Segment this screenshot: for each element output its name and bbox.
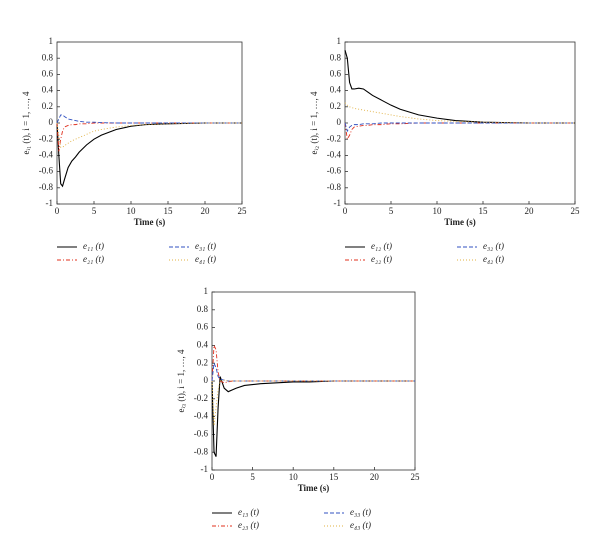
legend-label: e₄₁ (t) bbox=[195, 254, 216, 264]
series-line bbox=[56, 122, 242, 188]
y-tick-label: -0.2 bbox=[39, 133, 53, 143]
x-tick-label: 10 bbox=[433, 206, 443, 216]
series-line bbox=[211, 379, 415, 426]
y-tick-label: -1 bbox=[334, 198, 342, 208]
x-tick-label: 20 bbox=[201, 206, 211, 216]
x-tick-label: 25 bbox=[411, 472, 421, 482]
y-tick-label: -0.8 bbox=[194, 446, 209, 456]
series-line bbox=[56, 122, 242, 152]
y-axis-label: eᵢ₁ (t), i = 1, …, 4 bbox=[21, 91, 31, 154]
series-line bbox=[344, 49, 575, 124]
y-tick-label: -0.6 bbox=[194, 428, 209, 438]
legend-label: e₄₂ (t) bbox=[483, 254, 504, 264]
y-tick-label: 0.6 bbox=[42, 68, 54, 78]
y-tick-label: -0.4 bbox=[327, 149, 342, 159]
legend-label: e₃₂ (t) bbox=[483, 241, 504, 251]
x-tick-label: 25 bbox=[238, 206, 248, 216]
y-axis-label: eᵢ₂ (t), i = 1, …, 4 bbox=[309, 91, 319, 154]
series-line bbox=[56, 122, 242, 148]
series-line bbox=[344, 122, 575, 141]
y-tick-label: -0.6 bbox=[327, 166, 342, 176]
y-tick-label: 0 bbox=[337, 117, 342, 127]
y-tick-label: 0.2 bbox=[330, 101, 341, 111]
x-tick-label: 10 bbox=[127, 206, 137, 216]
x-tick-label: 5 bbox=[389, 206, 394, 216]
y-tick-label: 0.4 bbox=[197, 339, 209, 349]
y-tick-label: -0.2 bbox=[327, 133, 341, 143]
y-tick-label: -0.2 bbox=[194, 393, 208, 403]
series-line bbox=[344, 122, 575, 133]
legend-label: e₂₁ (t) bbox=[83, 254, 104, 264]
y-tick-label: 0.4 bbox=[42, 85, 54, 95]
x-tick-label: 10 bbox=[289, 472, 299, 482]
legend-label: e₂₃ (t) bbox=[238, 520, 259, 530]
x-axis-label: Time (s) bbox=[444, 217, 476, 227]
x-tick-label: 15 bbox=[164, 206, 174, 216]
series-line bbox=[56, 114, 242, 124]
x-tick-label: 15 bbox=[329, 472, 339, 482]
y-tick-label: 0.2 bbox=[42, 101, 53, 111]
y-tick-label: -0.8 bbox=[327, 182, 342, 192]
y-tick-label: 0 bbox=[49, 117, 54, 127]
x-tick-label: 20 bbox=[525, 206, 535, 216]
y-tick-label: -0.8 bbox=[39, 182, 54, 192]
x-tick-label: 20 bbox=[370, 472, 380, 482]
x-tick-label: 0 bbox=[343, 206, 348, 216]
legend-label: e₁₂ (t) bbox=[371, 241, 392, 251]
y-tick-label: 0.2 bbox=[197, 357, 208, 367]
y-tick-label: 0.6 bbox=[197, 322, 209, 332]
y-tick-label: -0.6 bbox=[39, 166, 54, 176]
y-tick-label: 0.8 bbox=[42, 52, 54, 62]
y-tick-label: 0.6 bbox=[330, 68, 342, 78]
y-tick-label: 0.8 bbox=[197, 304, 209, 314]
legend-label: e₁₃ (t) bbox=[238, 507, 259, 517]
legend-label: e₁₁ (t) bbox=[83, 241, 104, 251]
y-tick-label: 0.4 bbox=[330, 85, 342, 95]
x-tick-label: 0 bbox=[210, 472, 215, 482]
y-tick-label: -0.4 bbox=[39, 149, 54, 159]
x-tick-label: 15 bbox=[479, 206, 489, 216]
y-tick-label: 0.8 bbox=[330, 52, 342, 62]
series-line bbox=[211, 361, 415, 382]
x-tick-label: 5 bbox=[92, 206, 97, 216]
legend-label: e₃₃ (t) bbox=[350, 507, 371, 517]
y-tick-label: -1 bbox=[46, 198, 54, 208]
series-line bbox=[211, 376, 415, 457]
x-tick-label: 25 bbox=[571, 206, 581, 216]
y-tick-label: 1 bbox=[204, 286, 209, 296]
legend-label: e₃₁ (t) bbox=[195, 241, 216, 251]
y-tick-label: 0 bbox=[204, 375, 209, 385]
x-axis-label: Time (s) bbox=[134, 217, 166, 227]
x-tick-label: 0 bbox=[55, 206, 60, 216]
y-tick-label: -0.4 bbox=[194, 411, 209, 421]
y-tick-label: 1 bbox=[337, 36, 342, 46]
legend-label: e₂₂ (t) bbox=[371, 254, 392, 264]
x-tick-label: 5 bbox=[250, 472, 255, 482]
y-tick-label: 1 bbox=[49, 36, 54, 46]
series-line bbox=[211, 345, 415, 384]
series-line bbox=[344, 102, 575, 124]
legend-label: e₄₃ (t) bbox=[350, 520, 371, 530]
x-axis-label: Time (s) bbox=[298, 483, 330, 493]
y-axis-label: eᵢ₃ (t), i = 1, …, 4 bbox=[176, 349, 186, 412]
y-tick-label: -1 bbox=[201, 464, 209, 474]
